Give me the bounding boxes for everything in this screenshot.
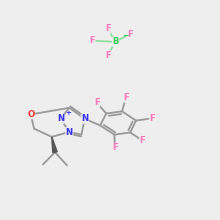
Text: N: N [81, 114, 88, 123]
Text: F: F [123, 93, 129, 102]
Text: F: F [105, 24, 111, 33]
Text: F: F [94, 98, 100, 107]
Text: F: F [105, 51, 111, 59]
Text: F: F [112, 143, 118, 152]
Text: F: F [140, 136, 145, 145]
Text: F: F [90, 36, 95, 45]
Text: F: F [127, 30, 133, 38]
Text: +: + [65, 110, 71, 116]
Text: F: F [149, 114, 155, 123]
Polygon shape [52, 137, 57, 153]
Text: O: O [27, 110, 34, 119]
Text: B: B [112, 37, 119, 46]
Text: N: N [57, 114, 64, 123]
Text: N: N [66, 128, 73, 136]
Text: −: − [122, 31, 128, 40]
